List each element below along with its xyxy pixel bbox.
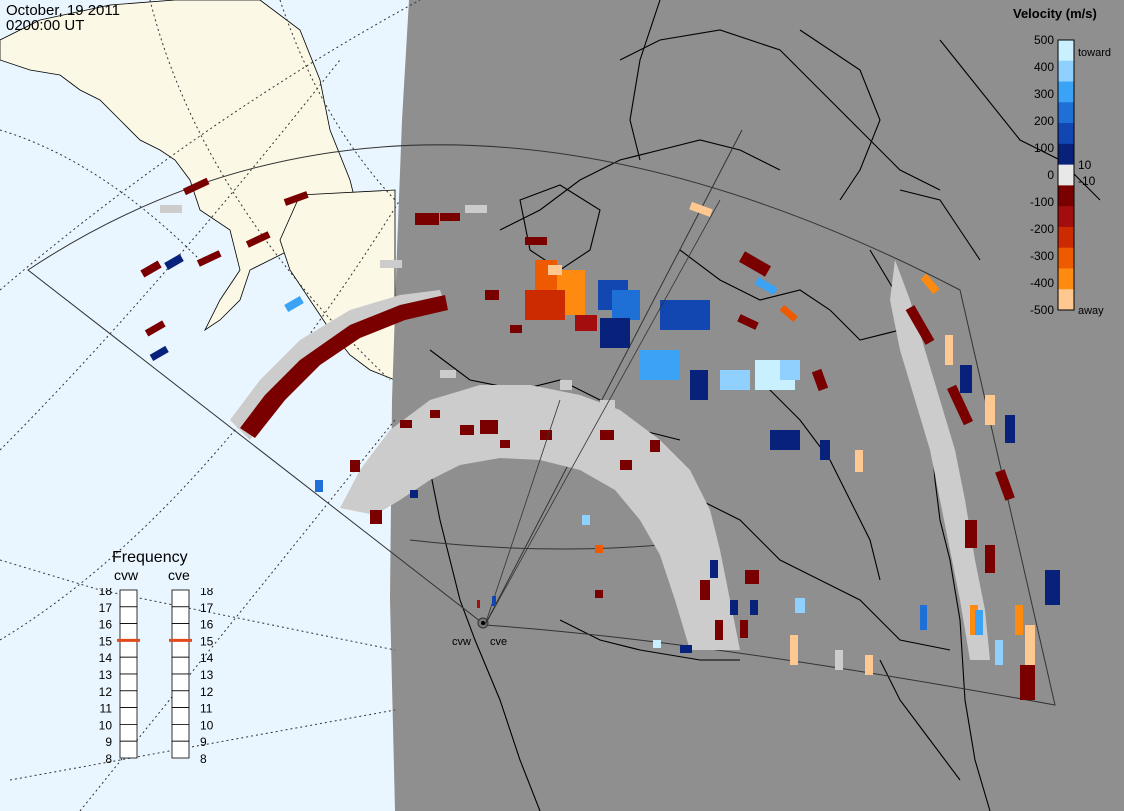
date-label: October, 19 2011 (6, 2, 120, 19)
colorbar-tick: -200 (1030, 222, 1054, 236)
colorbar-tick: 0 (1047, 168, 1054, 182)
frequency-cell (171, 673, 190, 692)
colorbar-tick: 200 (1034, 114, 1054, 128)
colorbar-tick: 300 (1034, 87, 1054, 101)
colorbar-tick: -100 (1030, 195, 1054, 209)
colorbar-inner-tick: 10 (1078, 158, 1092, 172)
frequency-tick: 9 (105, 735, 112, 749)
night-region (390, 0, 1124, 811)
colorbar-segment (1058, 81, 1074, 103)
frequency-cell (119, 606, 138, 624)
frequency-tick: 14 (99, 651, 113, 665)
colorbar-segment (1058, 206, 1074, 228)
frequency-tick: 17 (200, 601, 214, 615)
radar-name-cve: cve (168, 567, 190, 583)
frequency-cell (171, 640, 190, 658)
frequency-tick: 10 (99, 718, 113, 732)
colorbar-tick: 100 (1034, 141, 1054, 155)
frequency-cell (171, 740, 190, 759)
colorbar-segment (1058, 247, 1074, 269)
frequency-tick: 12 (99, 685, 113, 699)
frequency-tick: 10 (200, 718, 214, 732)
frequency-tick: 8 (200, 752, 207, 766)
radar-name-cvw: cvw (114, 567, 139, 583)
frequency-cell (119, 707, 138, 725)
site-label-cve: cve (490, 636, 508, 648)
frequency-tick: 12 (200, 685, 214, 699)
frequency-cell (119, 640, 138, 658)
colorbar-tick: -300 (1030, 249, 1054, 263)
colorbar-segment (1058, 289, 1074, 311)
time-label: 0200:00 UT (6, 17, 85, 34)
frequency-tick: 8 (105, 752, 112, 766)
frequency-tick: 18 (99, 588, 113, 598)
colorbar-segment (1058, 268, 1074, 290)
colorbar-segment (1058, 60, 1074, 83)
velocity-colorbar: 500 400 300 200 100 0 -100 -200 -300 -400 -500 10 -1… (1030, 33, 1111, 317)
frequency-tick: 11 (200, 702, 213, 716)
colorbar-inner-tick: -10 (1078, 174, 1096, 188)
colorbar-segment (1058, 185, 1074, 207)
colorbar-end-label: away (1078, 305, 1104, 317)
frequency-tick: 18 (200, 588, 214, 598)
colorbar-tick: -400 (1030, 276, 1054, 290)
frequency-scale: 18 17 16 15 14 13 12 11 10 9 8 18 17 16 15 14 13 12 11 10 9 8 (99, 588, 214, 766)
frequency-tick: 15 (200, 634, 214, 648)
colorbar-segment (1058, 143, 1074, 166)
day-land (0, 0, 361, 332)
colorbar-segment (1058, 123, 1074, 145)
frequency-tick: 14 (200, 651, 214, 665)
frequency-cell (119, 589, 138, 608)
frequency-cell (119, 656, 138, 675)
frequency-cell (119, 740, 138, 759)
frequency-tick: 17 (99, 601, 113, 615)
colorbar-tick: -500 (1030, 303, 1054, 317)
frequency-tick: 16 (99, 618, 113, 632)
frequency-cell (119, 623, 138, 641)
colorbar-segment (1058, 102, 1074, 124)
frequency-tick: 15 (99, 634, 113, 648)
frequency-cell (171, 589, 190, 608)
frequency-cell (171, 606, 190, 624)
frequency-tick: 13 (99, 668, 113, 682)
frequency-cell (171, 723, 190, 742)
frequency-cell (171, 656, 190, 675)
frequency-cell (119, 690, 138, 709)
colorbar-segment (1058, 226, 1074, 249)
frequency-cell (171, 690, 190, 709)
colorbar-title: Velocity (m/s) (1013, 6, 1097, 21)
frequency-cell (119, 673, 138, 692)
colorbar-end-label: toward (1078, 47, 1111, 59)
colorbar-tick: 400 (1034, 60, 1054, 74)
colorbar-tick: 500 (1034, 33, 1054, 47)
frequency-tick: 9 (200, 735, 207, 749)
site-label-cvw: cvw (452, 636, 471, 648)
colorbar-segment (1058, 164, 1074, 186)
frequency-tick: 13 (200, 668, 214, 682)
frequency-cell (119, 723, 138, 742)
frequency-tick: 11 (100, 702, 113, 716)
colorbar-segment (1058, 40, 1074, 62)
frequency-cell (171, 623, 190, 641)
frequency-cell (171, 707, 190, 725)
frequency-tick: 16 (200, 618, 214, 632)
frequency-title: Frequency (112, 549, 188, 566)
